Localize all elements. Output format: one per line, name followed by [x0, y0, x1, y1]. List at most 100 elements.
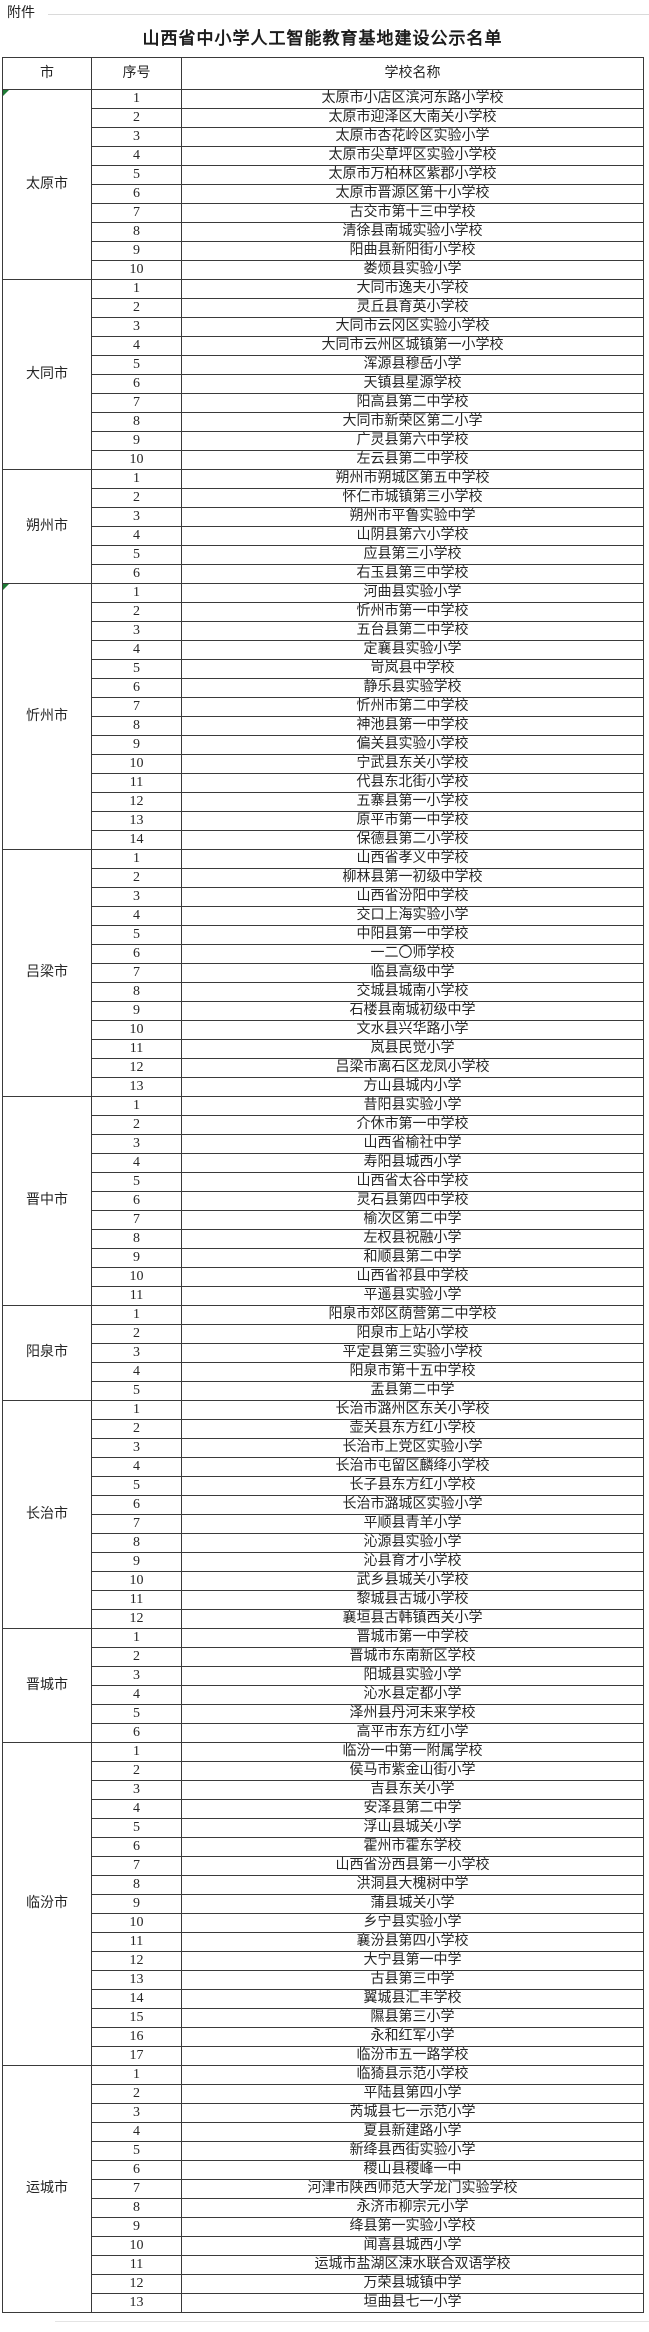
- attachment-label: 附件: [7, 6, 35, 21]
- school-name-cell: 太原市迎泽区大南关小学校: [181, 108, 644, 128]
- table-row: 阳泉市 1 阳泉市郊区荫营第二中学校: [2, 1305, 644, 1401]
- row-number-cell: 8: [91, 716, 182, 736]
- row-number-cell: 1: [91, 279, 182, 299]
- table-row: 6 静乐县实验学校: [3, 678, 644, 698]
- row-number-cell: 10: [91, 260, 182, 280]
- school-name-cell: 神池县第一中学校: [181, 716, 644, 736]
- school-name-cell: 长治市潞州区东关小学校: [181, 1400, 644, 1420]
- row-number-cell: 5: [91, 355, 182, 375]
- table-row: 5 中阳县第一中学校: [3, 925, 644, 945]
- row-number-cell: 13: [91, 2293, 182, 2313]
- row-number-cell: 8: [91, 1875, 182, 1895]
- school-name-cell: 阳城县实验小学: [181, 1666, 644, 1686]
- school-name-cell: 天镇县星源学校: [181, 374, 644, 394]
- school-name-cell: 大同市新荣区第二小学: [181, 412, 644, 432]
- table-row: 10 乡宁县实验小学: [3, 1913, 644, 1933]
- table-row: 13 古县第三中学: [3, 1970, 644, 1990]
- row-number-cell: 2: [91, 108, 182, 128]
- table-row: 7 阳高县第二中学校: [3, 393, 644, 413]
- table-row: 3 山西省榆社中学: [3, 1134, 644, 1154]
- row-number-cell: 11: [91, 1932, 182, 1952]
- column-header-number: 序号: [91, 57, 182, 90]
- row-number-cell: 6: [91, 1495, 182, 1515]
- row-number-cell: 9: [91, 1248, 182, 1268]
- school-name-cell: 灵丘县育英小学校: [181, 298, 644, 318]
- school-name-cell: 芮城县七一示范小学: [181, 2103, 644, 2123]
- row-number-cell: 7: [91, 963, 182, 983]
- table-row: 2 平陆县第四小学: [3, 2084, 644, 2104]
- school-name-cell: 乡宁县实验小学: [181, 1913, 644, 1933]
- table-row: 4 寿阳县城西小学: [3, 1153, 644, 1173]
- row-number-cell: 12: [91, 792, 182, 812]
- table-row: 5 盂县第二中学: [3, 1381, 644, 1401]
- row-number-cell: 12: [91, 2274, 182, 2294]
- table-row: 8 洪洞县大槐树中学: [3, 1875, 644, 1895]
- school-name-cell: 中阳县第一中学校: [181, 925, 644, 945]
- school-name-cell: 永济市柳宗元小学: [181, 2198, 644, 2218]
- city-cell: 晋中市: [2, 1096, 92, 1306]
- school-name-cell: 静乐县实验学校: [181, 678, 644, 698]
- row-number-cell: 5: [91, 1381, 182, 1401]
- row-number-cell: 12: [91, 1058, 182, 1078]
- row-number-cell: 3: [91, 1666, 182, 1686]
- row-number-cell: 4: [91, 526, 182, 546]
- row-number-cell: 9: [91, 1894, 182, 1914]
- table-row: 12 五寨县第一小学校: [3, 792, 644, 812]
- table-row: 11 运城市盐湖区涑水联合双语学校: [3, 2255, 644, 2275]
- school-name-cell: 右玉县第三中学校: [181, 564, 644, 584]
- table-row: 8 交城县城南小学校: [3, 982, 644, 1002]
- row-number-cell: 8: [91, 412, 182, 432]
- row-number-cell: 1: [91, 849, 182, 869]
- school-name-cell: 沁县育才小学校: [181, 1552, 644, 1572]
- school-name-cell: 交城县城南小学校: [181, 982, 644, 1002]
- table-row: 4 太原市尖草坪区实验小学校: [3, 146, 644, 166]
- table-row: 6 右玉县第三中学校: [3, 564, 644, 584]
- school-name-cell: 沁水县定都小学: [181, 1685, 644, 1705]
- school-name-cell: 长治市上党区实验小学: [181, 1438, 644, 1458]
- row-number-cell: 8: [91, 222, 182, 242]
- row-number-cell: 2: [91, 1115, 182, 1135]
- school-name-cell: 阳泉市第十五中学校: [181, 1362, 644, 1382]
- table-row: 忻州市 1 河曲县实验小学: [2, 583, 644, 850]
- table-row: 2 壶关县东方红小学校: [3, 1419, 644, 1439]
- table-row: 4 交口上海实验小学: [3, 906, 644, 926]
- school-name-cell: 岢岚县中学校: [181, 659, 644, 679]
- table-row: 7 忻州市第二中学校: [3, 697, 644, 717]
- table-row: 16 永和红军小学: [3, 2027, 644, 2047]
- row-number-cell: 1: [91, 89, 182, 109]
- table-row: 9 石楼县南城初级中学: [3, 1001, 644, 1021]
- row-number-cell: 4: [91, 906, 182, 926]
- school-name-cell: 浮山县城关小学: [181, 1818, 644, 1838]
- school-name-cell: 文水县兴华路小学: [181, 1020, 644, 1040]
- table-row: 11 代县东北街小学校: [3, 773, 644, 793]
- row-number-cell: 1: [91, 583, 182, 603]
- row-number-cell: 2: [91, 1647, 182, 1667]
- school-name-cell: 黎城县古城小学校: [181, 1590, 644, 1610]
- table-row: 8 清徐县南城实验小学校: [3, 222, 644, 242]
- table-row: 8 永济市柳宗元小学: [3, 2198, 644, 2218]
- school-name-cell: 绛县第一实验小学校: [181, 2217, 644, 2237]
- table-row: 5 浑源县穆岳小学: [3, 355, 644, 375]
- row-number-cell: 8: [91, 2198, 182, 2218]
- table-row: 8 沁源县实验小学: [3, 1533, 644, 1553]
- school-name-cell: 临县高级中学: [181, 963, 644, 983]
- row-number-cell: 9: [91, 431, 182, 451]
- table-row: 10 文水县兴华路小学: [3, 1020, 644, 1040]
- gridline-artifact-top: [48, 14, 649, 15]
- row-number-cell: 2: [91, 602, 182, 622]
- row-number-cell: 9: [91, 1552, 182, 1572]
- table-row: 6 灵石县第四中学校: [3, 1191, 644, 1211]
- city-cell: 忻州市: [2, 583, 92, 850]
- city-cell: 临汾市: [2, 1742, 92, 2066]
- school-name-cell: 阳泉市上站小学校: [181, 1324, 644, 1344]
- table-row: 5 山西省太谷中学校: [3, 1172, 644, 1192]
- row-number-cell: 9: [91, 241, 182, 261]
- row-number-cell: 4: [91, 640, 182, 660]
- table-row: 2 灵丘县育英小学校: [3, 298, 644, 318]
- table-row: 13 原平市第一中学校: [3, 811, 644, 831]
- table-row: 7 古交市第十三中学校: [3, 203, 644, 223]
- school-name-cell: 朔州市朔城区第五中学校: [181, 469, 644, 489]
- table-row: 12 大宁县第一中学: [3, 1951, 644, 1971]
- school-name-cell: 吉县东关小学: [181, 1780, 644, 1800]
- row-number-cell: 3: [91, 621, 182, 641]
